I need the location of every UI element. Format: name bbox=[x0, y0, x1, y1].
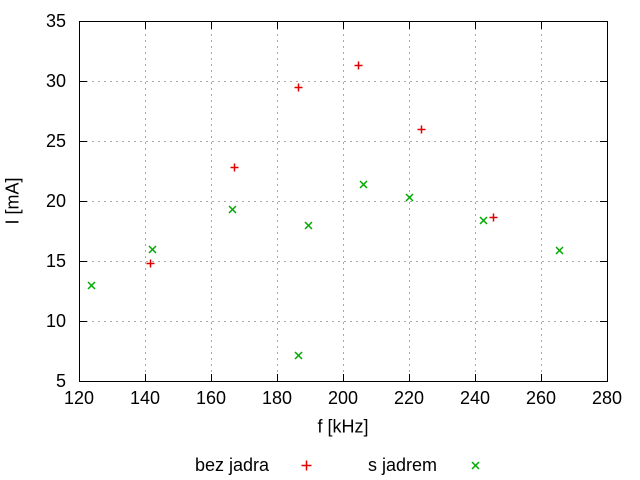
svg-text:30: 30 bbox=[46, 71, 66, 91]
legend-label-s-jadrem: s jadrem bbox=[367, 455, 437, 475]
svg-text:15: 15 bbox=[46, 251, 66, 271]
cross-marker-icon bbox=[468, 458, 482, 472]
svg-text:280: 280 bbox=[592, 388, 622, 408]
svg-text:120: 120 bbox=[64, 388, 94, 408]
svg-text:20: 20 bbox=[46, 191, 66, 211]
x-axis-label: f [kHz] bbox=[317, 416, 369, 437]
legend-label-bez-jadra: bez jadra bbox=[194, 455, 269, 475]
svg-text:35: 35 bbox=[46, 11, 66, 31]
y-axis-label: I [mA] bbox=[2, 177, 23, 225]
svg-text:10: 10 bbox=[46, 311, 66, 331]
plus-marker-icon bbox=[299, 458, 313, 472]
svg-text:240: 240 bbox=[460, 388, 490, 408]
svg-text:5: 5 bbox=[56, 371, 66, 391]
svg-text:140: 140 bbox=[130, 388, 160, 408]
svg-text:260: 260 bbox=[526, 388, 556, 408]
svg-text:180: 180 bbox=[262, 388, 292, 408]
svg-text:220: 220 bbox=[394, 388, 424, 408]
svg-text:160: 160 bbox=[196, 388, 226, 408]
svg-text:25: 25 bbox=[46, 131, 66, 151]
svg-text:200: 200 bbox=[328, 388, 358, 408]
